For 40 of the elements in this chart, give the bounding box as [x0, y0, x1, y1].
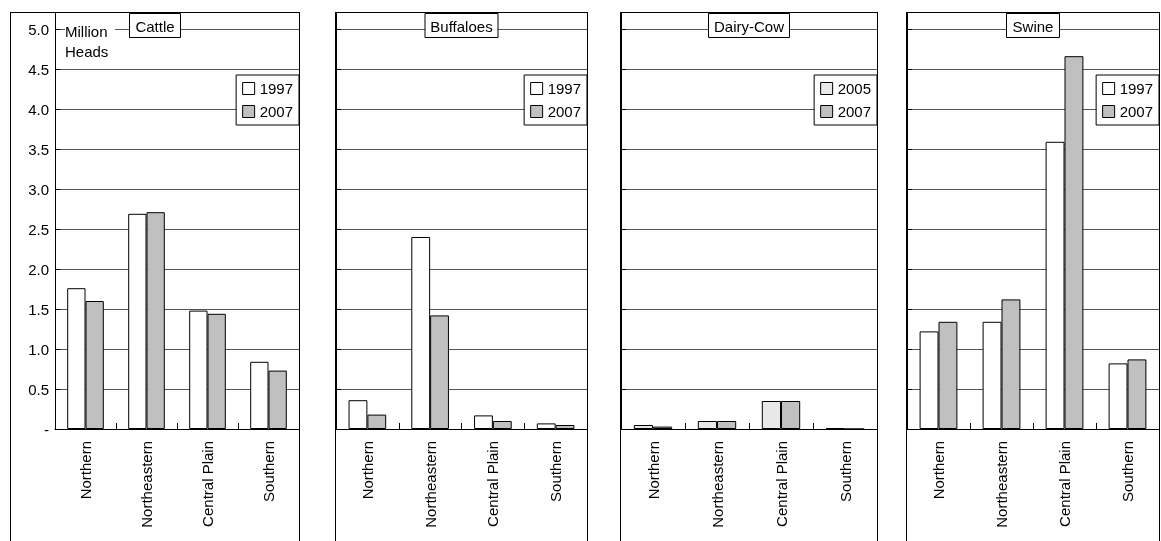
x-tick-label: Central Plain	[484, 441, 502, 527]
legend-label: 2007	[1119, 103, 1154, 120]
y-tick-label: 3.0	[28, 180, 49, 198]
x-tick-label: Central Plain	[199, 441, 216, 527]
x-tick-label: Northeastern	[993, 441, 1010, 528]
legend-label: 2007	[837, 103, 872, 120]
x-tick-label: Northern	[77, 441, 94, 500]
x-tick-label: Southern	[836, 441, 854, 502]
legend-label: 1997	[547, 80, 582, 97]
y-tick-label: 4.5	[28, 60, 49, 78]
legend-label: 2005	[837, 80, 872, 97]
y-tick-label: 2.5	[28, 220, 49, 238]
chart-title: Buffaloes	[430, 18, 493, 35]
y-tick-label: 1.0	[28, 340, 49, 358]
chart-title: Dairy-Cow	[713, 18, 785, 35]
legend-label: 2007	[259, 103, 294, 120]
y-axis-title: Million Heads	[65, 22, 112, 60]
legend-label: 1997	[1119, 80, 1154, 97]
y-tick-label: 3.5	[28, 140, 49, 158]
chart-title: Cattle	[135, 18, 175, 35]
x-tick-label: Northern	[644, 441, 662, 500]
x-tick-label: Central Plain	[772, 441, 790, 527]
x-tick-label: Northern	[930, 441, 947, 500]
chart-title: Swine	[1012, 18, 1054, 35]
x-tick-label: Northeastern	[421, 441, 439, 528]
legend-label: 2007	[547, 103, 582, 120]
x-tick-label: Southern	[1119, 441, 1136, 502]
y-tick-label: 0.5	[28, 380, 49, 398]
y-tick-label: 4.0	[28, 100, 49, 118]
legend-label: 1997	[259, 80, 294, 97]
y-tick-label: 1.5	[28, 300, 49, 318]
y-tick-label: 5.0	[28, 20, 49, 38]
x-tick-label: Northern	[358, 441, 376, 500]
y-tick-label: 2.0	[28, 260, 49, 278]
y-tick-label: -	[44, 420, 49, 438]
x-tick-label: Northeastern	[708, 441, 726, 528]
x-tick-label: Northeastern	[138, 441, 155, 528]
x-tick-label: Southern	[260, 441, 277, 502]
x-tick-label: Central Plain	[1056, 441, 1073, 527]
x-tick-label: Southern	[547, 441, 565, 502]
